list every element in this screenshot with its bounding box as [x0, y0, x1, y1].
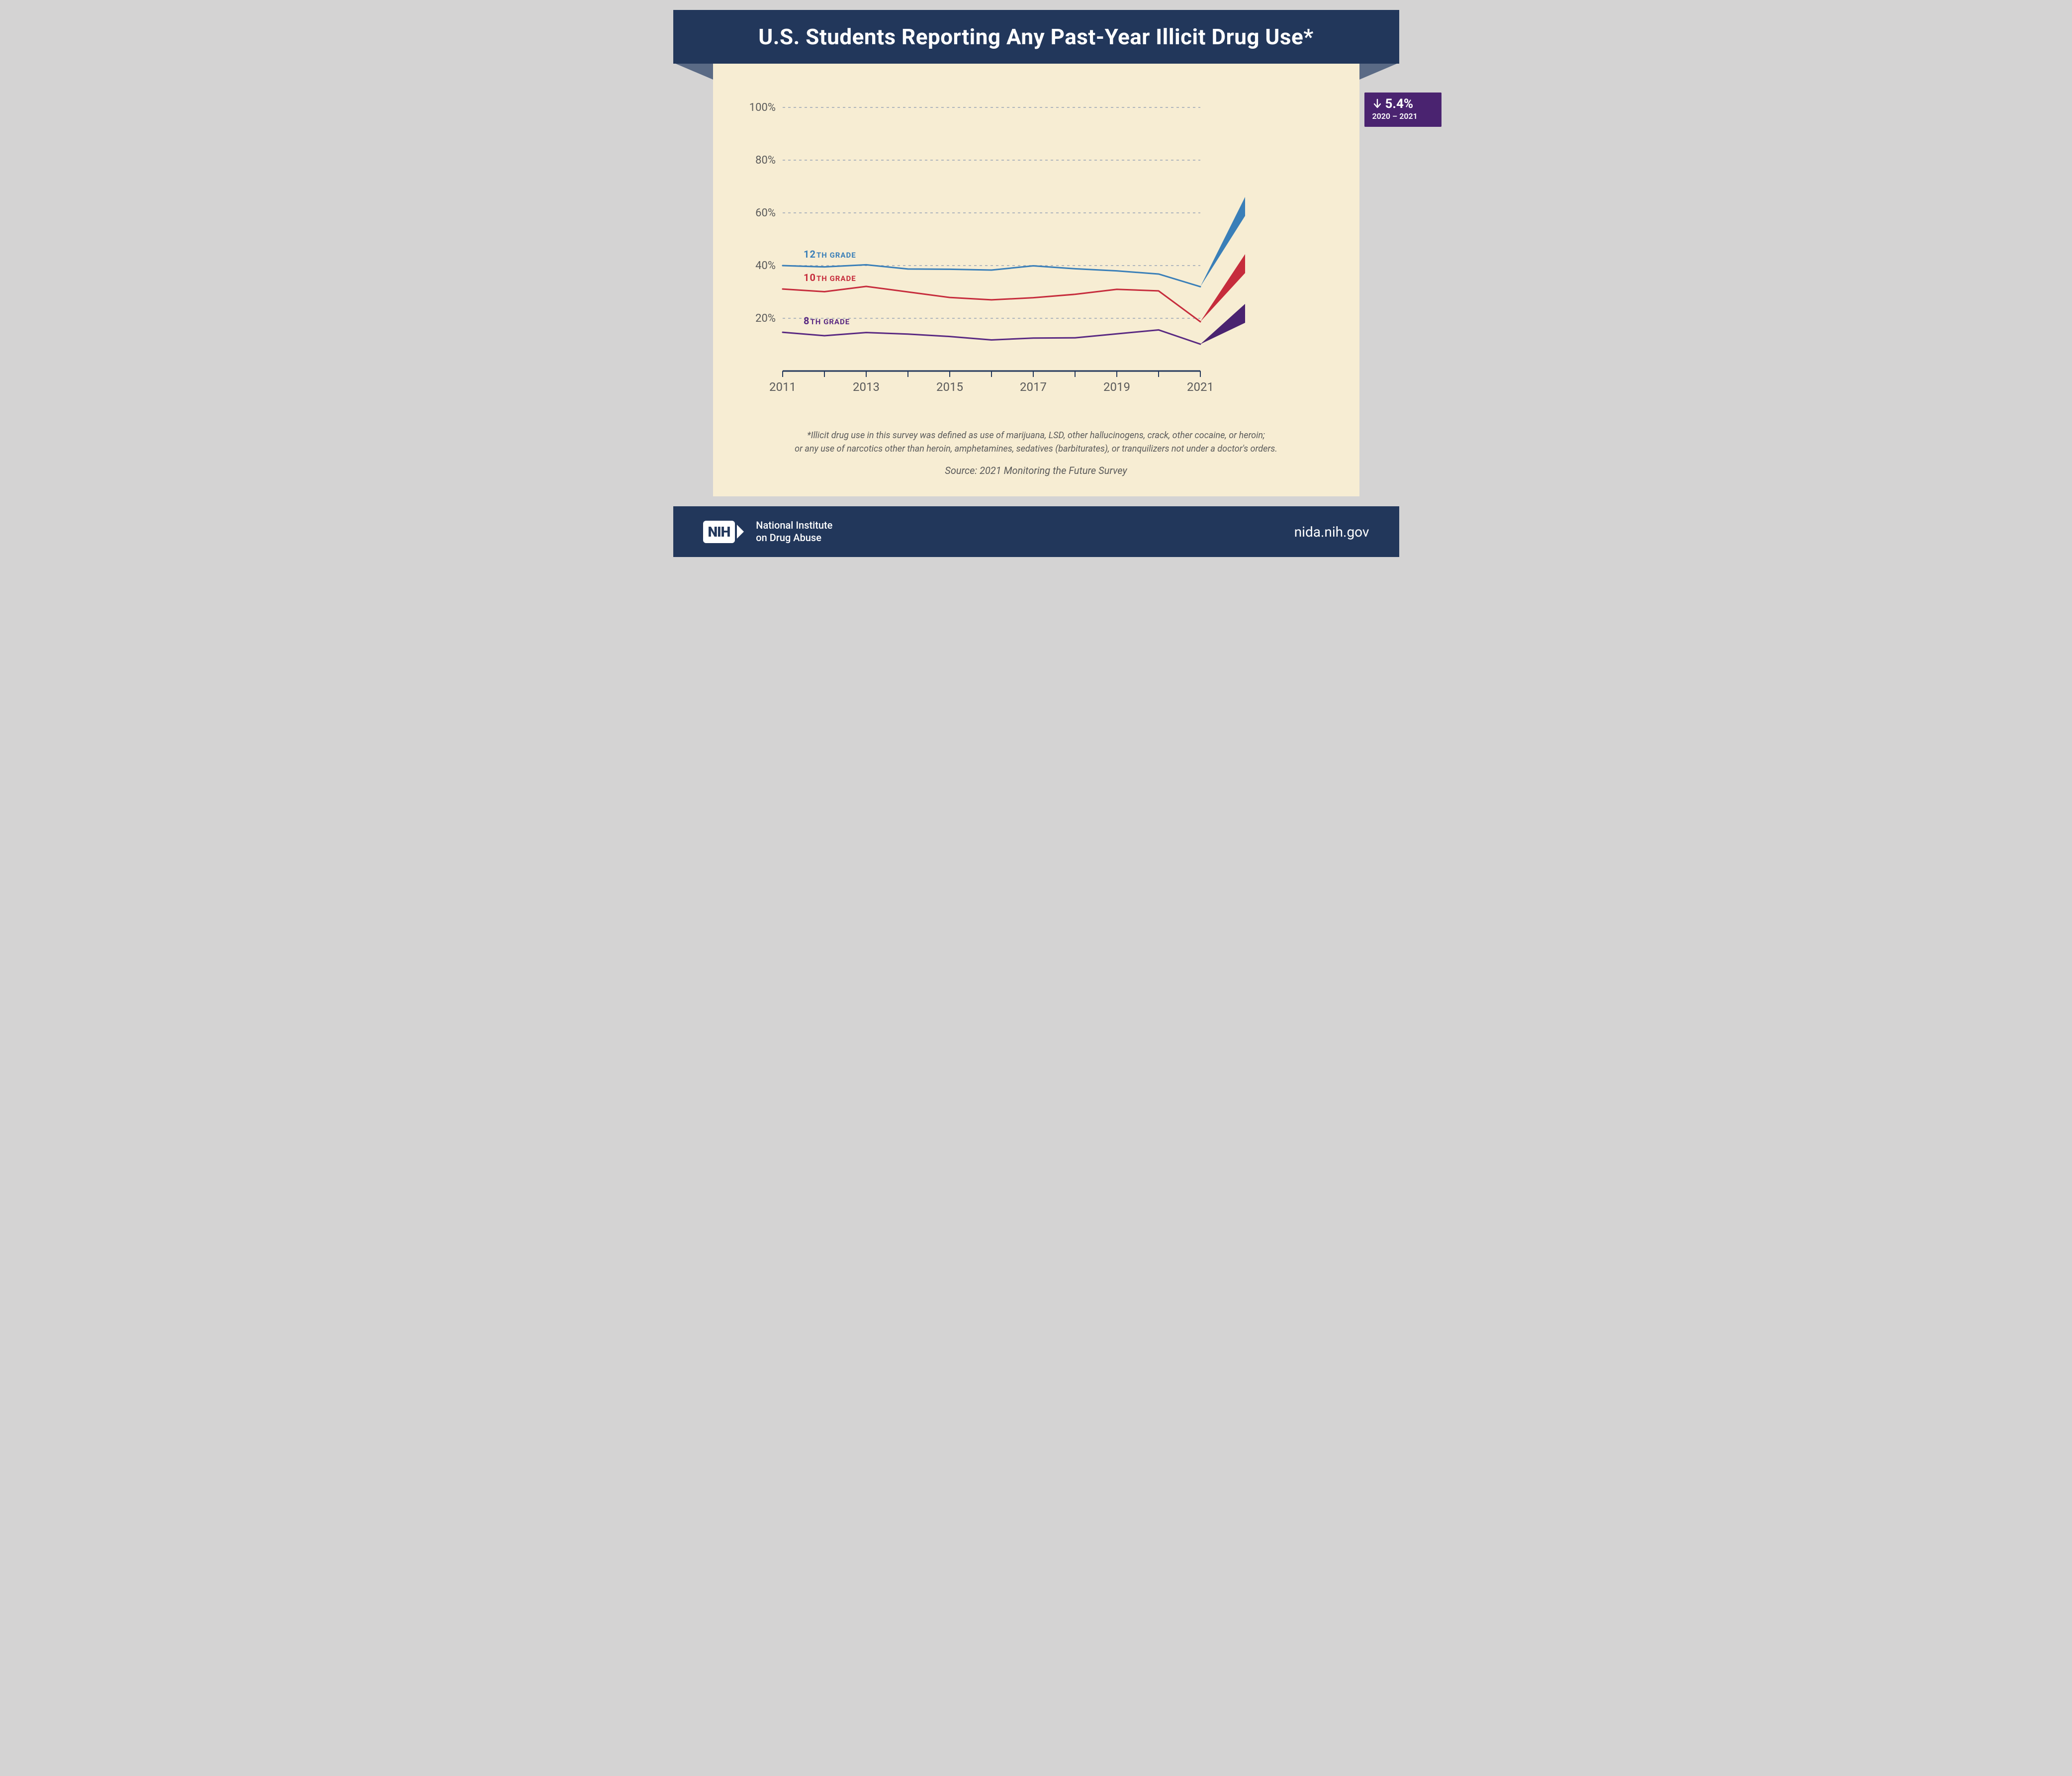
header-tabs: [673, 63, 1399, 80]
tab-right: [1359, 63, 1399, 80]
y-tick-label: 100%: [749, 101, 775, 114]
chart-area: 20% 40% 60% 80% 100% 2011 2013 2015 2017 2019 2021…: [713, 63, 1359, 496]
series-grade10: [783, 286, 1200, 322]
footnote: *Illicit drug use in this survey was def…: [738, 429, 1335, 456]
tab-left: [673, 63, 713, 80]
callout-period: 2020 – 2021: [1372, 111, 1434, 121]
x-tick-label: 2013: [853, 380, 880, 394]
callout-grade8: 5.4%2020 – 2021: [1364, 93, 1441, 127]
series-label-grade12: 12TH GRADE: [804, 248, 856, 260]
nih-logo: NIH: [703, 521, 735, 543]
org-line1: National Institute: [756, 519, 832, 532]
x-tick-label: 2011: [769, 380, 796, 394]
series-label-grade10: 10TH GRADE: [804, 272, 856, 283]
header-bar: U.S. Students Reporting Any Past-Year Il…: [673, 10, 1399, 64]
x-tick-label: 2021: [1187, 380, 1214, 394]
source-line: Source: 2021 Monitoring the Future Surve…: [738, 465, 1335, 476]
footnote-line2: or any use of narcotics other than heroi…: [758, 442, 1315, 456]
infographic-root: U.S. Students Reporting Any Past-Year Il…: [673, 10, 1399, 557]
logo-block: NIH National Institute on Drug Abuse: [703, 519, 833, 544]
footer-bar: NIH National Institute on Drug Abuse nid…: [673, 506, 1399, 557]
x-tick-label: 2015: [936, 380, 963, 394]
x-tick-label: 2019: [1103, 380, 1130, 394]
y-tick-label: 20%: [755, 312, 776, 325]
series-grade8: [783, 330, 1200, 344]
org-name: National Institute on Drug Abuse: [756, 519, 832, 544]
callout-delta: 5.4%: [1385, 97, 1414, 110]
y-tick-label: 40%: [755, 260, 776, 272]
org-line2: on Drug Abuse: [756, 532, 832, 544]
footer-url: nida.nih.gov: [1294, 524, 1369, 540]
chart-panel: 20% 40% 60% 80% 100% 2011 2013 2015 2017 2019 2021…: [738, 93, 1335, 401]
down-arrow-icon: 5.4%: [1372, 97, 1434, 110]
series-label-grade8: 8TH GRADE: [804, 315, 850, 327]
line-chart: 20% 40% 60% 80% 100% 2011 2013 2015 2017 2019 2021…: [738, 93, 1335, 401]
footnote-line1: *Illicit drug use in this survey was def…: [758, 429, 1315, 442]
y-tick-label: 80%: [755, 154, 776, 167]
y-tick-label: 60%: [755, 207, 776, 219]
x-tick-label: 2017: [1020, 380, 1047, 394]
page-title: U.S. Students Reporting Any Past-Year Il…: [693, 24, 1379, 50]
